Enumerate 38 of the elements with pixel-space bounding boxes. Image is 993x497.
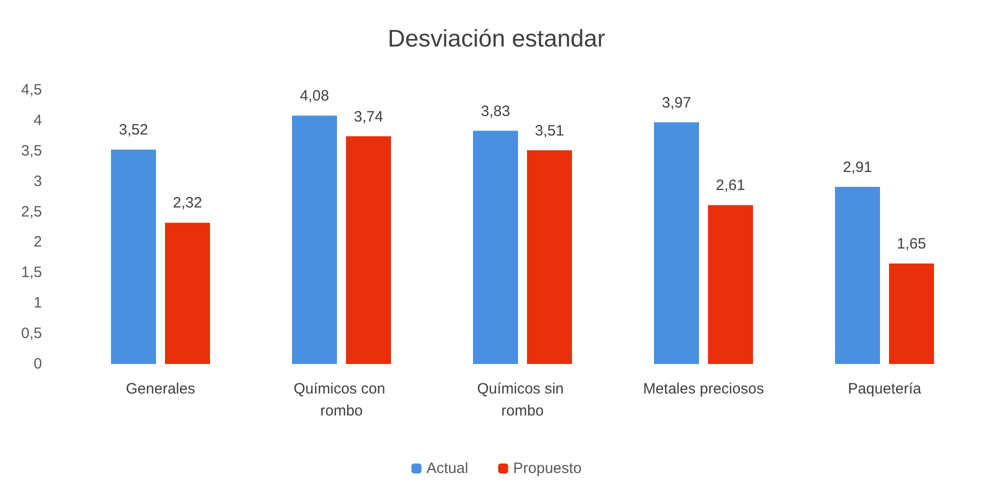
data-label: 2,91 (842, 158, 872, 176)
bar (165, 222, 210, 364)
y-tick-label: 1,5 (21, 264, 42, 282)
y-tick-label: 3 (34, 172, 42, 190)
bar (111, 150, 156, 364)
x-tick-label: Químicos sin rombo (477, 380, 568, 420)
y-tick-label: 4,5 (21, 82, 42, 98)
bar (292, 116, 337, 364)
y-tick-label: 0 (34, 356, 42, 372)
data-label: 2,61 (716, 177, 746, 194)
bar (889, 264, 934, 364)
data-label: 4,08 (300, 88, 330, 105)
bar (835, 186, 880, 364)
data-label: 3,83 (480, 102, 510, 120)
data-label: 2,32 (172, 194, 202, 212)
x-tick-label: Metales preciosos (643, 380, 764, 398)
legend-label: Propuesto (513, 460, 582, 477)
bar (473, 130, 518, 364)
y-tick-label: 0,5 (21, 325, 42, 342)
bar (527, 150, 572, 364)
y-tick-label: 1 (34, 294, 42, 312)
chart-title: Desviación estandar (388, 26, 606, 52)
data-label: 3,97 (662, 94, 692, 112)
bar (708, 205, 753, 364)
x-tick-label: Generales (126, 380, 196, 398)
y-tick-label: 4 (34, 112, 42, 129)
bar (654, 122, 699, 364)
data-label: 3,52 (118, 122, 148, 139)
data-label: 3,74 (354, 108, 384, 126)
data-label: 1,65 (896, 236, 926, 253)
x-tick-label: Paquetería (848, 380, 922, 398)
x-tick-label: Químicos con rombo (294, 380, 390, 420)
legend-label: Actual (426, 460, 468, 477)
data-label: 3,51 (534, 122, 564, 140)
bar (346, 136, 391, 364)
y-tick-label: 2,5 (21, 203, 42, 220)
y-tick-label: 3,5 (21, 142, 42, 160)
y-tick-label: 2 (34, 234, 42, 251)
